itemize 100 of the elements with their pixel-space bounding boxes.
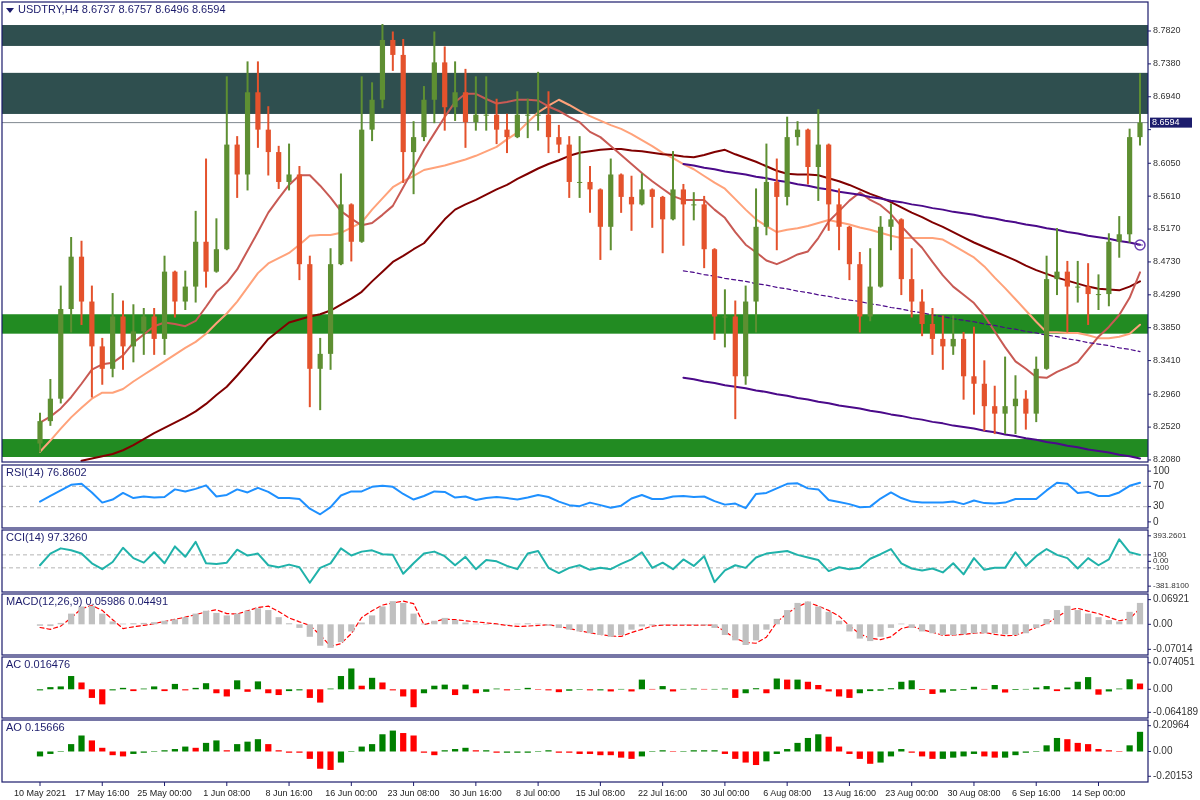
bar bbox=[1001, 624, 1009, 635]
bar bbox=[1095, 617, 1102, 625]
bar bbox=[368, 677, 376, 690]
candlestick bbox=[660, 195, 666, 254]
bar bbox=[908, 624, 915, 628]
bar bbox=[1126, 745, 1133, 752]
bar bbox=[483, 689, 490, 692]
bar bbox=[68, 676, 75, 690]
bar bbox=[1126, 611, 1133, 625]
bar bbox=[213, 689, 220, 694]
y-tick-label: 0.00 bbox=[1153, 745, 1173, 757]
bar bbox=[981, 751, 988, 757]
bar bbox=[441, 617, 448, 625]
candlestick bbox=[514, 91, 520, 139]
x-tick-label: 6 Aug 08:00 bbox=[763, 788, 812, 798]
bar bbox=[109, 751, 116, 756]
x-tick-label: 1 Jun 08:00 bbox=[203, 788, 251, 798]
y-tick-label: 8.3410 bbox=[1153, 354, 1181, 365]
candlestick bbox=[545, 91, 552, 154]
bar bbox=[1043, 618, 1050, 625]
candlestick bbox=[1116, 216, 1122, 258]
x-tick-label: 22 Jul 16:00 bbox=[638, 788, 688, 798]
bar bbox=[939, 689, 946, 693]
candlestick bbox=[1054, 228, 1060, 296]
bar bbox=[462, 747, 469, 752]
bar bbox=[1033, 624, 1040, 628]
bar bbox=[151, 622, 158, 625]
bar bbox=[732, 624, 739, 641]
bar bbox=[348, 668, 355, 690]
bar bbox=[1043, 745, 1050, 752]
candlestick bbox=[577, 136, 583, 198]
bar bbox=[234, 613, 241, 625]
x-tick-label: 23 Jun 08:00 bbox=[387, 788, 440, 798]
bar bbox=[265, 610, 272, 625]
candlestick bbox=[1095, 274, 1102, 311]
bar bbox=[1095, 749, 1102, 752]
bar bbox=[68, 744, 75, 752]
y-tick-label: 8.7380 bbox=[1153, 58, 1181, 69]
x-tick-label: 30 Aug 08:00 bbox=[947, 788, 1001, 798]
bar bbox=[254, 608, 262, 625]
bar bbox=[234, 744, 241, 752]
bar bbox=[887, 624, 895, 628]
candlestick bbox=[390, 31, 396, 71]
bar bbox=[918, 751, 926, 757]
candlestick bbox=[130, 304, 136, 363]
bar bbox=[451, 689, 459, 696]
bar bbox=[88, 740, 95, 752]
candlestick bbox=[473, 76, 479, 131]
bar bbox=[306, 689, 313, 698]
bar bbox=[1012, 751, 1019, 756]
bar bbox=[306, 751, 313, 759]
bar bbox=[368, 744, 376, 752]
bar bbox=[223, 689, 230, 697]
y-tick-label: 8.5170 bbox=[1153, 223, 1181, 234]
candlestick bbox=[992, 385, 998, 435]
chart-title: MACD(12,26,9) 0.05986 0.04491 bbox=[6, 595, 169, 607]
bar bbox=[400, 733, 407, 752]
bar bbox=[586, 624, 594, 634]
x-tick-label: 25 May 00:00 bbox=[137, 788, 192, 798]
bar bbox=[119, 751, 127, 757]
y-tick-label: 30 bbox=[1153, 500, 1165, 512]
bar bbox=[1085, 677, 1092, 690]
bar bbox=[47, 751, 54, 754]
bar bbox=[1074, 610, 1081, 625]
candlestick bbox=[213, 218, 220, 273]
bar bbox=[88, 689, 95, 698]
y-tick-label: 0.074051 bbox=[1153, 656, 1196, 668]
bar bbox=[970, 624, 978, 634]
bar bbox=[846, 689, 853, 698]
bar bbox=[960, 751, 967, 757]
bar bbox=[171, 619, 179, 625]
y-tick-label: -0.07014 bbox=[1153, 642, 1193, 654]
bar bbox=[182, 617, 189, 625]
bar bbox=[659, 686, 666, 690]
y-tick-label: -0.064189 bbox=[1153, 705, 1199, 717]
candlestick bbox=[182, 270, 188, 311]
bar bbox=[389, 601, 396, 625]
candlestick bbox=[286, 143, 292, 191]
bar bbox=[825, 736, 832, 752]
bar bbox=[223, 615, 230, 625]
bar bbox=[379, 682, 386, 690]
bar bbox=[929, 751, 936, 759]
candlestick bbox=[47, 379, 53, 426]
candlestick bbox=[815, 109, 821, 201]
y-tick-label: 70 bbox=[1153, 479, 1165, 491]
bar bbox=[991, 624, 998, 634]
bar bbox=[763, 751, 770, 762]
y-tick-label: 8.3850 bbox=[1153, 322, 1181, 333]
candlestick bbox=[1064, 260, 1070, 333]
bar bbox=[420, 689, 428, 694]
bar bbox=[939, 624, 946, 636]
bar bbox=[36, 751, 44, 757]
candlestick bbox=[494, 98, 500, 145]
line-series bbox=[80, 148, 1141, 462]
candlestick bbox=[1137, 73, 1143, 146]
line-series bbox=[682, 270, 1141, 353]
bar bbox=[618, 751, 625, 758]
y-tick-label: -381.8100 bbox=[1153, 581, 1190, 591]
bar bbox=[815, 606, 822, 625]
candlestick bbox=[483, 76, 489, 131]
